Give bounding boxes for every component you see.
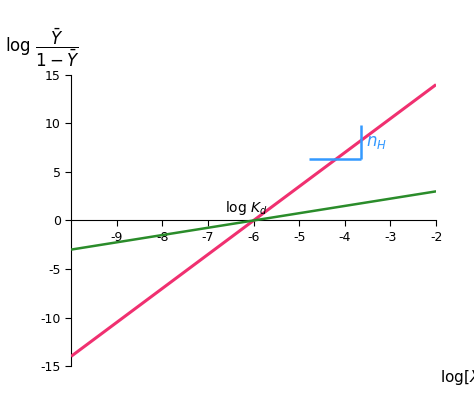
Text: $\log\,K_d$: $\log\,K_d$ bbox=[225, 199, 268, 217]
Text: $n_H$: $n_H$ bbox=[366, 134, 387, 151]
Text: $\log[X]$: $\log[X]$ bbox=[440, 368, 474, 386]
Text: $\log\,\dfrac{\bar{Y}}{1-\bar{Y}}$: $\log\,\dfrac{\bar{Y}}{1-\bar{Y}}$ bbox=[5, 27, 81, 69]
